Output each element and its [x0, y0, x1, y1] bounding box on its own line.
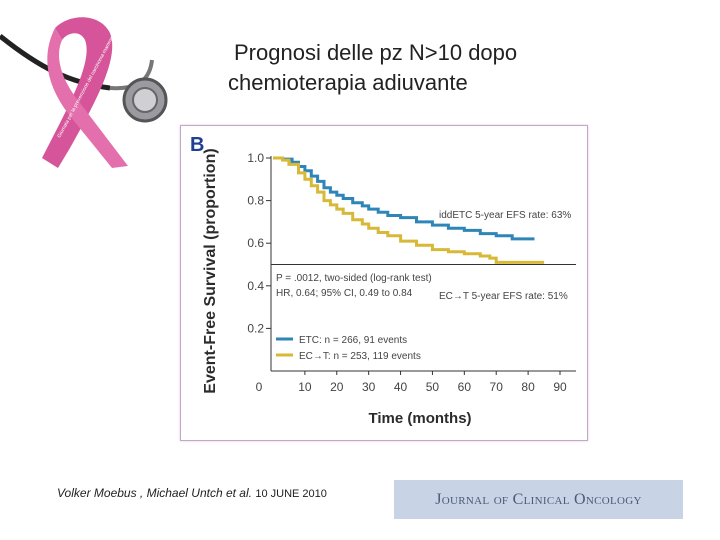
pink-ribbon-stethoscope-icon: Giornata per la prevenzione del carcinom… [0, 17, 168, 169]
panel-label: B [190, 134, 204, 156]
survival-chart: B Event-Free Survival (proportion) Time … [180, 125, 588, 441]
x-tick-label: 0 [256, 380, 263, 394]
citation-authors: Volker Moebus , Michael Untch et al. [57, 486, 252, 500]
y-tick-label: 1.0 [247, 151, 264, 165]
y-axis-label: Event-Free Survival (proportion) [202, 148, 219, 393]
title-line-1: Prognosi delle pz N>10 dopo [234, 40, 518, 65]
x-tick-label: 10 [298, 380, 312, 394]
citation: Volker Moebus , Michael Untch et al. 10 … [57, 486, 327, 500]
ribbon-left-loop [42, 17, 113, 169]
journal-banner: Journal of Clinical Oncology [394, 480, 683, 519]
x-tick-label: 50 [426, 380, 440, 394]
chart-axes: 1.0 0.8 0.6 0.4 0.2 0 10 20 30 40 50 60 70 80 90 [247, 151, 576, 394]
x-tick-label: 40 [394, 380, 408, 394]
chart-series [273, 156, 545, 264]
x-tick-label: 30 [362, 380, 376, 394]
citation-date: 10 JUNE 2010 [255, 488, 327, 500]
survival-chart-svg: B Event-Free Survival (proportion) Time … [190, 134, 576, 427]
y-tick-label: 0.2 [247, 321, 264, 335]
y-tick-label: 0.8 [247, 194, 264, 208]
ribbon-right-tail [47, 28, 128, 168]
title-line-2: chemioterapia adiuvante [228, 70, 468, 95]
slide-title: Prognosi delle pz N>10 dopo chemioterapi… [228, 38, 608, 98]
y-tick-label: 0.6 [247, 236, 264, 250]
x-tick-label: 20 [330, 380, 344, 394]
stethoscope-diaphragm [132, 87, 158, 113]
p-value-text: P = .0012, two-sided (log-rank test) [276, 273, 432, 284]
legend-label-ect: EC→T: n = 253, 119 events [299, 351, 421, 362]
series-line-etc [273, 156, 535, 241]
x-tick-label: 60 [458, 380, 472, 394]
x-tick-label: 70 [490, 380, 504, 394]
ect-efs-annotation: EC→T 5-year EFS rate: 51% [439, 291, 568, 302]
x-axis-label: Time (months) [368, 410, 471, 427]
y-tick-label: 0.4 [247, 279, 264, 293]
legend-label-etc: ETC: n = 266, 91 events [299, 335, 407, 346]
pink-ribbon-logo: Giornata per la prevenzione del carcinom… [0, 8, 190, 169]
series-line-ect [273, 156, 545, 264]
x-tick-label: 80 [521, 380, 535, 394]
journal-name: Journal of Clinical Oncology [435, 490, 642, 508]
etc-efs-annotation: iddETC 5-year EFS rate: 63% [439, 210, 571, 221]
hazard-ratio-text: HR, 0.64; 95% CI, 0.49 to 0.84 [276, 288, 413, 299]
x-tick-label: 90 [553, 380, 567, 394]
